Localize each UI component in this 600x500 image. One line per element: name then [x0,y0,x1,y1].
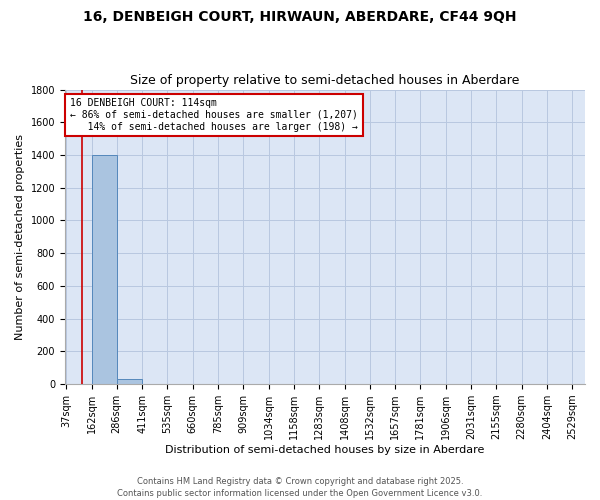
Bar [117,379,142,384]
Text: 16, DENBEIGH COURT, HIRWAUN, ABERDARE, CF44 9QH: 16, DENBEIGH COURT, HIRWAUN, ABERDARE, C… [83,10,517,24]
Y-axis label: Number of semi-detached properties: Number of semi-detached properties [15,134,25,340]
Title: Size of property relative to semi-detached houses in Aberdare: Size of property relative to semi-detach… [130,74,520,87]
X-axis label: Distribution of semi-detached houses by size in Aberdare: Distribution of semi-detached houses by … [165,445,485,455]
Text: Contains HM Land Registry data © Crown copyright and database right 2025.
Contai: Contains HM Land Registry data © Crown c… [118,476,482,498]
Text: 16 DENBEIGH COURT: 114sqm
← 86% of semi-detached houses are smaller (1,207)
   1: 16 DENBEIGH COURT: 114sqm ← 86% of semi-… [70,98,358,132]
Bar [92,155,117,384]
